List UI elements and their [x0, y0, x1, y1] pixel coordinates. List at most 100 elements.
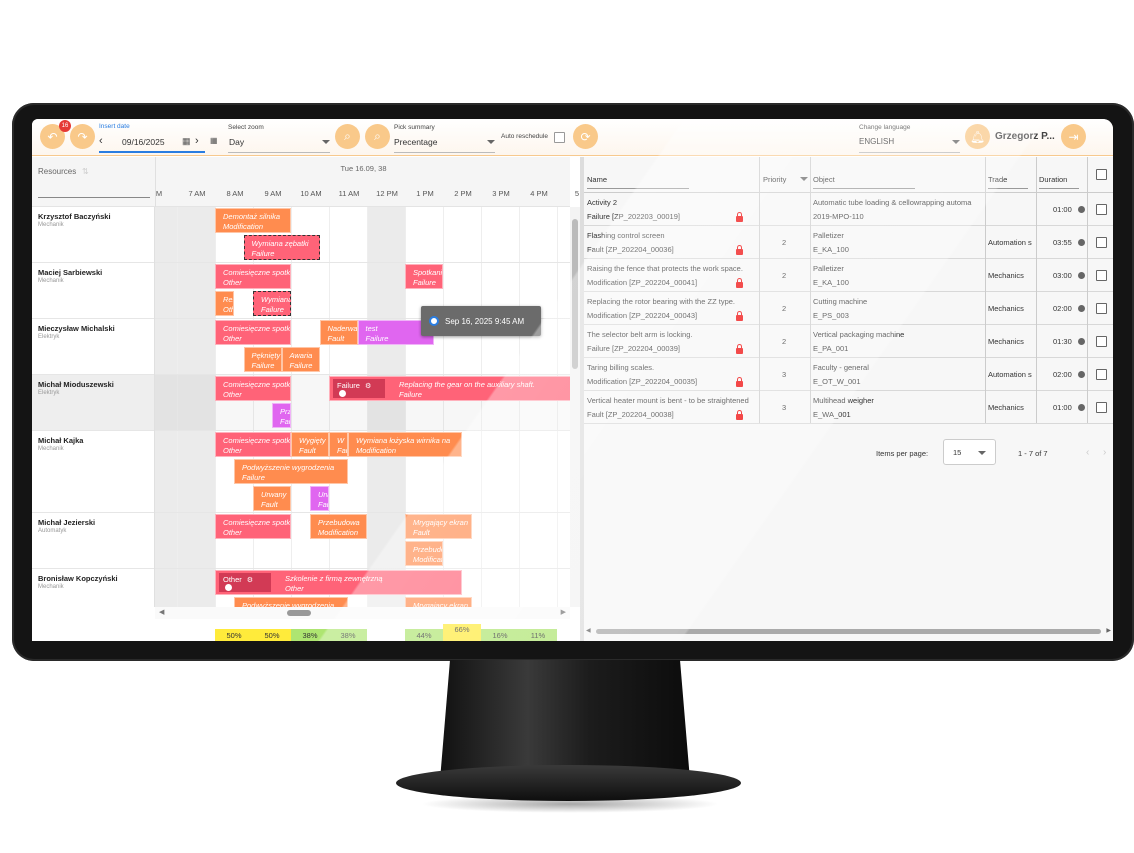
column-trade[interactable]: Trade: [988, 175, 1008, 184]
zoom-in-button[interactable]: ⌕: [335, 124, 360, 149]
prev-page-icon[interactable]: ‹: [1086, 447, 1090, 458]
resource-row[interactable]: Krzysztof Baczyński Mechanik: [32, 207, 154, 263]
next-date-icon[interactable]: ›: [195, 135, 199, 147]
task-bar[interactable]: Comiesięczne spotkanieOther: [215, 376, 291, 401]
task-bar[interactable]: WFault: [329, 432, 348, 457]
sort-icon[interactable]: ⇅: [82, 167, 89, 176]
task-bar[interactable]: Wymiana zębatki Failure: [243, 235, 320, 260]
change-language-label: Change language: [859, 124, 911, 131]
task-title: Mrygający ekran: [413, 601, 469, 607]
table-row[interactable]: Flashing control screen Fault [ZP_202204_…: [584, 226, 1113, 259]
duration-filter[interactable]: [1039, 188, 1079, 189]
today-calendar-icon[interactable]: ▦: [210, 136, 218, 145]
task-bar[interactable]: Comiesięczne spotkanieOther: [215, 514, 291, 539]
task-bar[interactable]: Comiesięczne spotkanieOther: [215, 432, 291, 457]
next-page-icon[interactable]: ›: [1103, 447, 1107, 458]
task-bar[interactable]: RemontOther: [215, 291, 234, 316]
column-duration[interactable]: Duration: [1039, 175, 1068, 184]
task-bar[interactable]: SpotkanieFailure: [405, 264, 443, 289]
scroll-left-icon[interactable]: ◀: [159, 609, 165, 616]
resources-filter-underline[interactable]: [38, 197, 150, 198]
gantt-horizontal-scrollbar[interactable]: ◀ ▶: [155, 607, 570, 619]
redo-button[interactable]: ↷: [70, 124, 95, 149]
task-bar[interactable]: NaderwanyFault: [319, 320, 358, 345]
summary-select[interactable]: Precentage: [394, 137, 438, 147]
insert-date-label: Insert date: [99, 123, 130, 130]
task-bar[interactable]: Wymiana Failure: [253, 291, 291, 316]
column-priority[interactable]: Priority: [763, 175, 787, 184]
table-row[interactable]: Raising the fence that protects the work…: [584, 259, 1113, 292]
task-bar[interactable]: Pęknięty Failure: [243, 347, 282, 372]
refresh-button[interactable]: ⟳: [573, 124, 598, 149]
scroll-thumb[interactable]: [572, 219, 578, 369]
calendar-icon[interactable]: ▦: [182, 136, 191, 146]
user-name[interactable]: Grzegorz P...: [995, 131, 1055, 142]
row-checkbox[interactable]: [1096, 369, 1107, 380]
sort-desc-icon[interactable]: [800, 177, 808, 181]
name-filter[interactable]: [587, 188, 689, 189]
task-bar[interactable]: PrzeglądFailure: [272, 403, 291, 428]
column-object[interactable]: Object: [813, 175, 835, 184]
language-select[interactable]: ENGLISH: [859, 137, 895, 146]
table-row[interactable]: Replacing the rotor bearing with the ZZ …: [584, 292, 1113, 325]
task-bar[interactable]: Comiesięczne spotkanieOther: [215, 320, 291, 345]
task-bar[interactable]: test Failure: [357, 320, 434, 345]
panel-divider[interactable]: [580, 157, 584, 641]
date-input[interactable]: 09/16/2025: [122, 137, 165, 147]
scroll-left-icon[interactable]: ◀: [586, 628, 591, 634]
task-bar[interactable]: Demontaż silnika Modification: [215, 208, 291, 233]
notifications-button[interactable]: 🔔︎: [965, 124, 990, 149]
resource-row[interactable]: Michał Mioduszewski Elektryk: [32, 375, 154, 431]
resource-row[interactable]: Maciej Sarbiewski Mechanik: [32, 263, 154, 319]
resource-row[interactable]: Michał Jezierski Automatyk: [32, 513, 154, 569]
row-checkbox[interactable]: [1096, 204, 1107, 215]
task-title: Wymiana: [261, 295, 291, 304]
trade-filter[interactable]: [988, 188, 1028, 189]
auto-reschedule-checkbox[interactable]: [554, 132, 565, 143]
task-bar[interactable]: Other ⚙ Szkolenie z firmą zewnętrzną Other: [215, 570, 462, 595]
zoom-out-button[interactable]: ⌕: [365, 124, 390, 149]
resource-row[interactable]: Mieczysław Michalski Elektryk: [32, 319, 154, 375]
table-row[interactable]: Taring billing scales. Modification [ZP_2…: [584, 358, 1113, 391]
prev-date-icon[interactable]: ‹: [99, 135, 103, 147]
task-bar[interactable]: Failure ⚙ Replacing the gear on the auxili…: [329, 376, 570, 401]
resource-row[interactable]: Michał Kajka Mechanik: [32, 431, 154, 513]
summary-cell: 38%: [329, 629, 367, 641]
task-type: Fault: [327, 334, 345, 343]
table-row[interactable]: Activity 2 Failure [ZP_202203_00019] Autom…: [584, 193, 1113, 226]
table-horizontal-scrollbar[interactable]: ◀ ▶: [586, 627, 1111, 635]
table-row[interactable]: The selector belt arm is locking. Failure…: [584, 325, 1113, 358]
zoom-select[interactable]: Day: [229, 137, 245, 147]
table-row[interactable]: Vertical heater mount is bent - to be st…: [584, 391, 1113, 424]
gantt-vertical-scrollbar[interactable]: [570, 207, 580, 607]
resource-row[interactable]: Bronisław Kopczyński Mechanik: [32, 569, 154, 607]
row-checkbox[interactable]: [1096, 237, 1107, 248]
object-filter[interactable]: [813, 188, 915, 189]
row-checkbox[interactable]: [1096, 270, 1107, 281]
row-checkbox[interactable]: [1096, 402, 1107, 413]
scroll-thumb[interactable]: [287, 610, 311, 616]
scroll-thumb[interactable]: [596, 629, 1101, 634]
items-per-page-select[interactable]: 15: [943, 439, 996, 465]
select-all-checkbox[interactable]: [1096, 169, 1107, 180]
row-checkbox[interactable]: [1096, 303, 1107, 314]
resources-header[interactable]: Resources: [38, 167, 77, 176]
scroll-right-icon[interactable]: ▶: [560, 609, 566, 616]
task-bar[interactable]: Wymiana łożyska wirnika na Modification: [348, 432, 462, 457]
task-text: Szkolenie z firmą zewnętrzną Other: [285, 574, 383, 594]
logout-button[interactable]: ⇥: [1061, 124, 1086, 149]
scroll-right-icon[interactable]: ▶: [1106, 628, 1111, 634]
task-bar[interactable]: Awaria Failure: [281, 347, 320, 372]
row-checkbox[interactable]: [1096, 336, 1107, 347]
column-name[interactable]: Name: [587, 175, 608, 184]
task-bar[interactable]: Comiesięczne spotkanieOther: [215, 264, 291, 289]
task-bar[interactable]: Wygięty Fault: [291, 432, 329, 457]
